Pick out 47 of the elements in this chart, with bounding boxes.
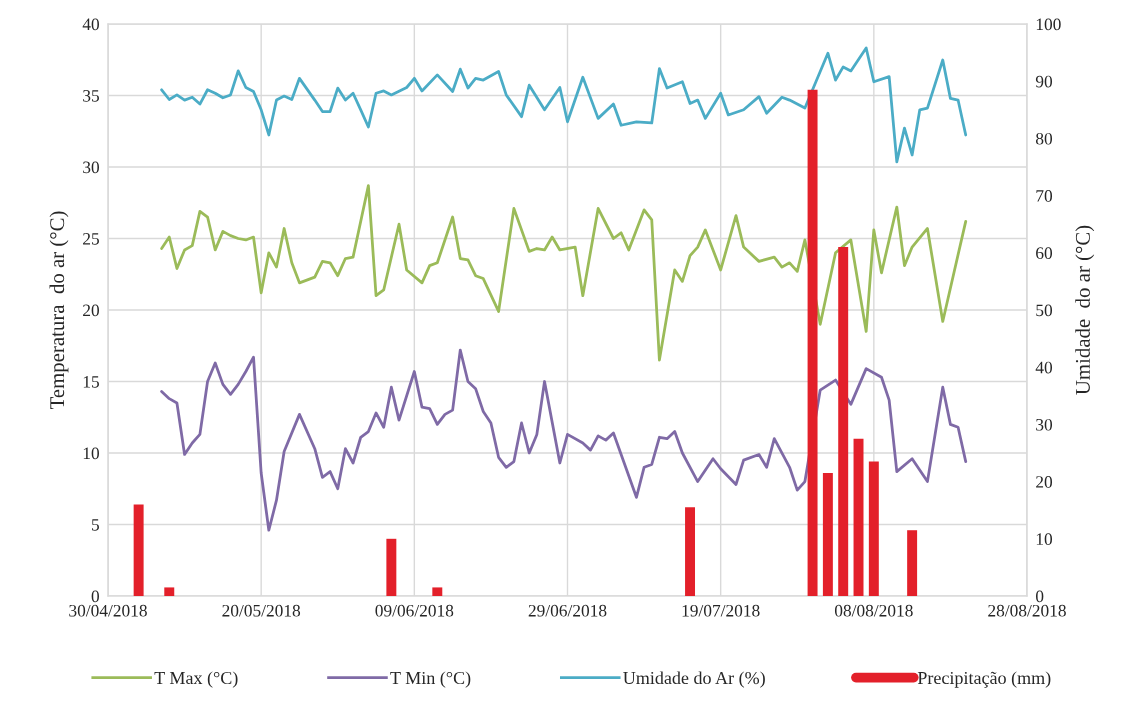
y-tick-label: 0 [91, 590, 99, 603]
y2-tick-label: 100 [1036, 18, 1061, 31]
y-axis-title: Temperatura do ar (°C) [49, 211, 69, 410]
y2-tick-label: 10 [1036, 533, 1053, 545]
bar [907, 530, 918, 596]
line-series [160, 184, 968, 362]
bar [822, 473, 833, 596]
y2-tick-label: 0 [1036, 590, 1044, 603]
bar [853, 438, 864, 596]
line-series [160, 348, 968, 532]
legend-label: Precipitação (mm) [917, 671, 1051, 688]
y2-tick-label: 20 [1036, 476, 1053, 488]
legend-label: T Min (°C) [390, 671, 471, 688]
bar [838, 247, 849, 596]
x-tick-label: 09/06/2018 [375, 604, 454, 617]
x-tick-label: 28/08/2018 [988, 604, 1066, 617]
y-tick-label: 25 [83, 233, 99, 245]
y2-tick-label: 50 [1036, 304, 1053, 317]
line-series [160, 46, 968, 164]
y2-tick-label: 40 [1035, 361, 1053, 374]
y-tick-label: 30 [83, 161, 99, 174]
x-tick-label: 08/08/2018 [834, 604, 913, 617]
bar [807, 89, 818, 596]
y2-tick-label: 60 [1036, 247, 1053, 259]
y-tick-label: 5 [92, 519, 99, 531]
bar [685, 507, 696, 596]
y-tick-label: 10 [83, 447, 99, 460]
y2-tick-label: 80 [1036, 132, 1053, 145]
legend-label: Umidade do Ar (%) [623, 671, 765, 688]
x-tick-label: 20/05/2018 [222, 604, 301, 617]
y-tick-label: 40 [82, 18, 99, 31]
y-tick-label: 15 [83, 376, 99, 388]
bar [133, 504, 144, 596]
bar [164, 587, 175, 596]
legend-label: T Max (°C) [154, 671, 238, 688]
bar [432, 587, 443, 596]
y-tick-label: 35 [83, 90, 99, 102]
y2-tick-label: 30 [1036, 418, 1053, 431]
y2-tick-label: 90 [1035, 75, 1053, 88]
x-tick-label: 30/04/2018 [69, 604, 147, 617]
y2-axis-title: Umidade do ar (°C) [1075, 225, 1095, 395]
y-tick-label: 20 [83, 304, 99, 317]
bar [868, 461, 879, 596]
x-tick-label: 19/07/2018 [682, 604, 760, 617]
x-tick-label: 29/06/2018 [528, 604, 607, 617]
y2-tick-label: 70 [1036, 190, 1053, 202]
bar [386, 538, 397, 596]
